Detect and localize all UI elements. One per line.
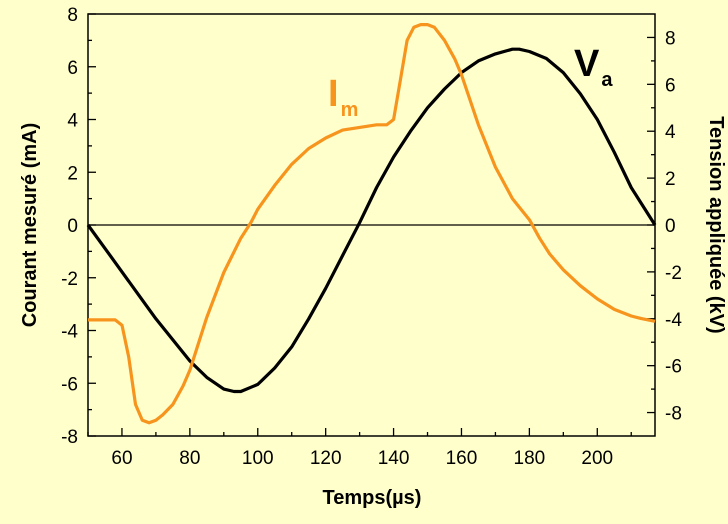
x-tick-label: 120 bbox=[310, 448, 342, 469]
y-right-tick-label: 2 bbox=[665, 169, 676, 190]
voltage-series-line bbox=[86, 47, 657, 394]
y-right-tick-label: 0 bbox=[665, 216, 676, 237]
x-tick-label: 180 bbox=[514, 448, 546, 469]
y-right-tick-label: 4 bbox=[665, 122, 676, 143]
y-right-tick-label: 8 bbox=[665, 28, 676, 49]
y-left-tick-label: -8 bbox=[61, 427, 78, 448]
x-tick-label: 100 bbox=[242, 448, 274, 469]
y-axis-title-right: Tension appliquée (kV) bbox=[705, 116, 727, 333]
y-left-tick-label: -4 bbox=[61, 322, 78, 343]
y-left-tick-label: -6 bbox=[61, 374, 78, 395]
x-tick-label: 160 bbox=[446, 448, 478, 469]
y-left-tick-label: -2 bbox=[61, 269, 78, 290]
y-right-tick-label: -8 bbox=[665, 404, 682, 425]
x-tick-label: 60 bbox=[111, 448, 132, 469]
y-left-tick-label: 6 bbox=[67, 58, 78, 79]
y-left-tick-label: 4 bbox=[67, 111, 78, 132]
x-tick-label: 80 bbox=[179, 448, 200, 469]
labels-layer: 60 80 100 120 140 160 180 200-8-6-4-202468-8-6-… bbox=[61, 5, 682, 469]
ticks-layer bbox=[87, 13, 655, 437]
x-axis-title: Temps(µs) bbox=[323, 487, 422, 509]
y-right-tick-label: 6 bbox=[665, 75, 676, 96]
y-right-tick-label: -4 bbox=[665, 310, 682, 331]
x-tick-label: 200 bbox=[581, 448, 613, 469]
y-left-tick-label: 8 bbox=[67, 5, 78, 26]
current-series-line bbox=[88, 23, 656, 425]
y-right-tick-label: -2 bbox=[665, 263, 682, 284]
y-left-tick-label: 0 bbox=[67, 216, 78, 237]
y-left-tick-label: 2 bbox=[67, 163, 78, 184]
x-tick-label: 140 bbox=[378, 448, 410, 469]
y-right-tick-label: -6 bbox=[665, 357, 682, 378]
y-axis-title-left: Courant mesuré (mA) bbox=[19, 123, 41, 327]
